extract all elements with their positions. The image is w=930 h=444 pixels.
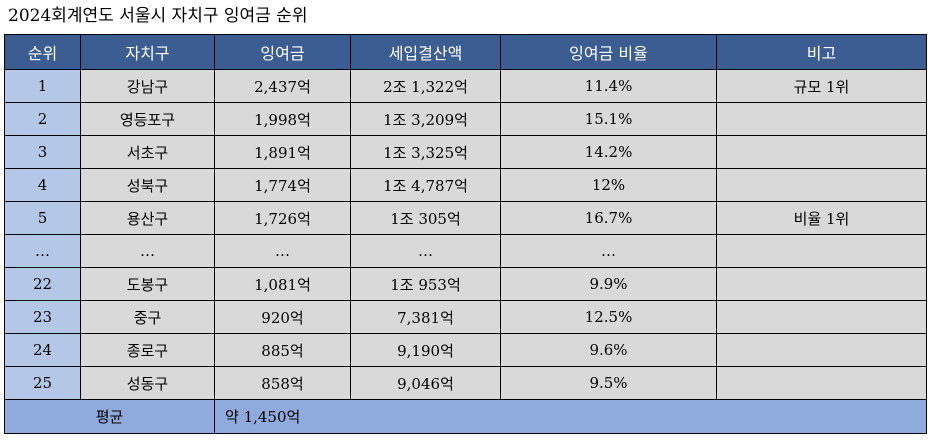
table-row: 24 종로구 885억 9,190억 9.6% (4, 333, 927, 367)
rank-cell: 25 (4, 366, 81, 400)
note-cell: 규모 1위 (716, 69, 927, 103)
header-row: 순위 자치구 잉여금 세입결산액 잉여금 비율 비고 (4, 34, 927, 70)
district-cell: 도봉구 (80, 267, 215, 301)
table-row: 25 성동구 858억 9,046억 9.5% (4, 366, 927, 400)
column-header-surplus-ratio: 잉여금 비율 (500, 34, 717, 70)
district-cell: 종로구 (80, 333, 215, 367)
column-header-rank: 순위 (4, 34, 81, 70)
ratio-cell: 9.9% (500, 267, 717, 301)
revenue-cell: 1조 953억 (350, 267, 501, 301)
surplus-cell: 885억 (214, 333, 351, 367)
ratio-cell: 16.7% (500, 201, 717, 235)
column-header-note: 비고 (716, 34, 927, 70)
surplus-cell: 1,774억 (214, 168, 351, 202)
surplus-cell: 1,891억 (214, 135, 351, 169)
note-cell (716, 300, 927, 334)
revenue-cell: 1조 3,209억 (350, 102, 501, 136)
note-cell (716, 366, 927, 400)
district-cell: 용산구 (80, 201, 215, 235)
rank-cell: 2 (4, 102, 81, 136)
average-row: 평균 약 1,450억 (4, 399, 927, 434)
rank-cell: 3 (4, 135, 81, 169)
table-row: 2 영등포구 1,998억 1조 3,209억 15.1% (4, 102, 927, 136)
surplus-cell: 920억 (214, 300, 351, 334)
table-row: 4 성북구 1,774억 1조 4,787억 12% (4, 168, 927, 202)
revenue-cell: … (350, 234, 501, 268)
surplus-cell: 1,998억 (214, 102, 351, 136)
ratio-cell: 9.5% (500, 366, 717, 400)
column-header-revenue: 세입결산액 (350, 34, 501, 70)
note-cell: 비율 1위 (716, 201, 927, 235)
surplus-cell: 1,081억 (214, 267, 351, 301)
revenue-cell: 1조 3,325억 (350, 135, 501, 169)
rank-cell: 1 (4, 69, 81, 103)
ratio-cell: 15.1% (500, 102, 717, 136)
page-title: 2024회계연도 서울시 자치구 잉여금 순위 (8, 6, 308, 26)
table-row: 5 용산구 1,726억 1조 305억 16.7% 비율 1위 (4, 201, 927, 235)
table-row: 1 강남구 2,437억 2조 1,322억 11.4% 규모 1위 (4, 69, 927, 103)
note-cell (716, 333, 927, 367)
ratio-cell: 9.6% (500, 333, 717, 367)
revenue-cell: 7,381억 (350, 300, 501, 334)
ratio-cell: 14.2% (500, 135, 717, 169)
district-cell: 성북구 (80, 168, 215, 202)
table-row: 22 도봉구 1,081억 1조 953억 9.9% (4, 267, 927, 301)
table-row: 3 서초구 1,891억 1조 3,325억 14.2% (4, 135, 927, 169)
ratio-cell: 12% (500, 168, 717, 202)
surplus-cell: 2,437억 (214, 69, 351, 103)
district-cell: 영등포구 (80, 102, 215, 136)
surplus-cell: 858억 (214, 366, 351, 400)
table-row-ellipsis: … … … … … (4, 234, 927, 268)
district-cell: 성동구 (80, 366, 215, 400)
surplus-ranking-table: 순위 자치구 잉여금 세입결산액 잉여금 비율 비고 1 강남구 2,437억 … (4, 34, 927, 434)
district-cell: 중구 (80, 300, 215, 334)
rank-cell: 4 (4, 168, 81, 202)
ratio-cell: 11.4% (500, 69, 717, 103)
revenue-cell: 9,190억 (350, 333, 501, 367)
note-cell (716, 234, 927, 268)
column-header-district: 자치구 (80, 34, 215, 70)
revenue-cell: 9,046억 (350, 366, 501, 400)
district-cell: 서초구 (80, 135, 215, 169)
surplus-cell: 1,726억 (214, 201, 351, 235)
rank-cell: … (4, 234, 81, 268)
note-cell (716, 267, 927, 301)
district-cell: … (80, 234, 215, 268)
rank-cell: 23 (4, 300, 81, 334)
rank-cell: 24 (4, 333, 81, 367)
ratio-cell: … (500, 234, 717, 268)
revenue-cell: 2조 1,322억 (350, 69, 501, 103)
note-cell (716, 102, 927, 136)
ratio-cell: 12.5% (500, 300, 717, 334)
revenue-cell: 1조 4,787억 (350, 168, 501, 202)
revenue-cell: 1조 305억 (350, 201, 501, 235)
note-cell (716, 135, 927, 169)
rank-cell: 22 (4, 267, 81, 301)
average-value: 약 1,450억 (214, 399, 927, 434)
table-row: 23 중구 920억 7,381억 12.5% (4, 300, 927, 334)
rank-cell: 5 (4, 201, 81, 235)
column-header-surplus: 잉여금 (214, 34, 351, 70)
note-cell (716, 168, 927, 202)
surplus-cell: … (214, 234, 351, 268)
average-label: 평균 (4, 399, 215, 434)
district-cell: 강남구 (80, 69, 215, 103)
